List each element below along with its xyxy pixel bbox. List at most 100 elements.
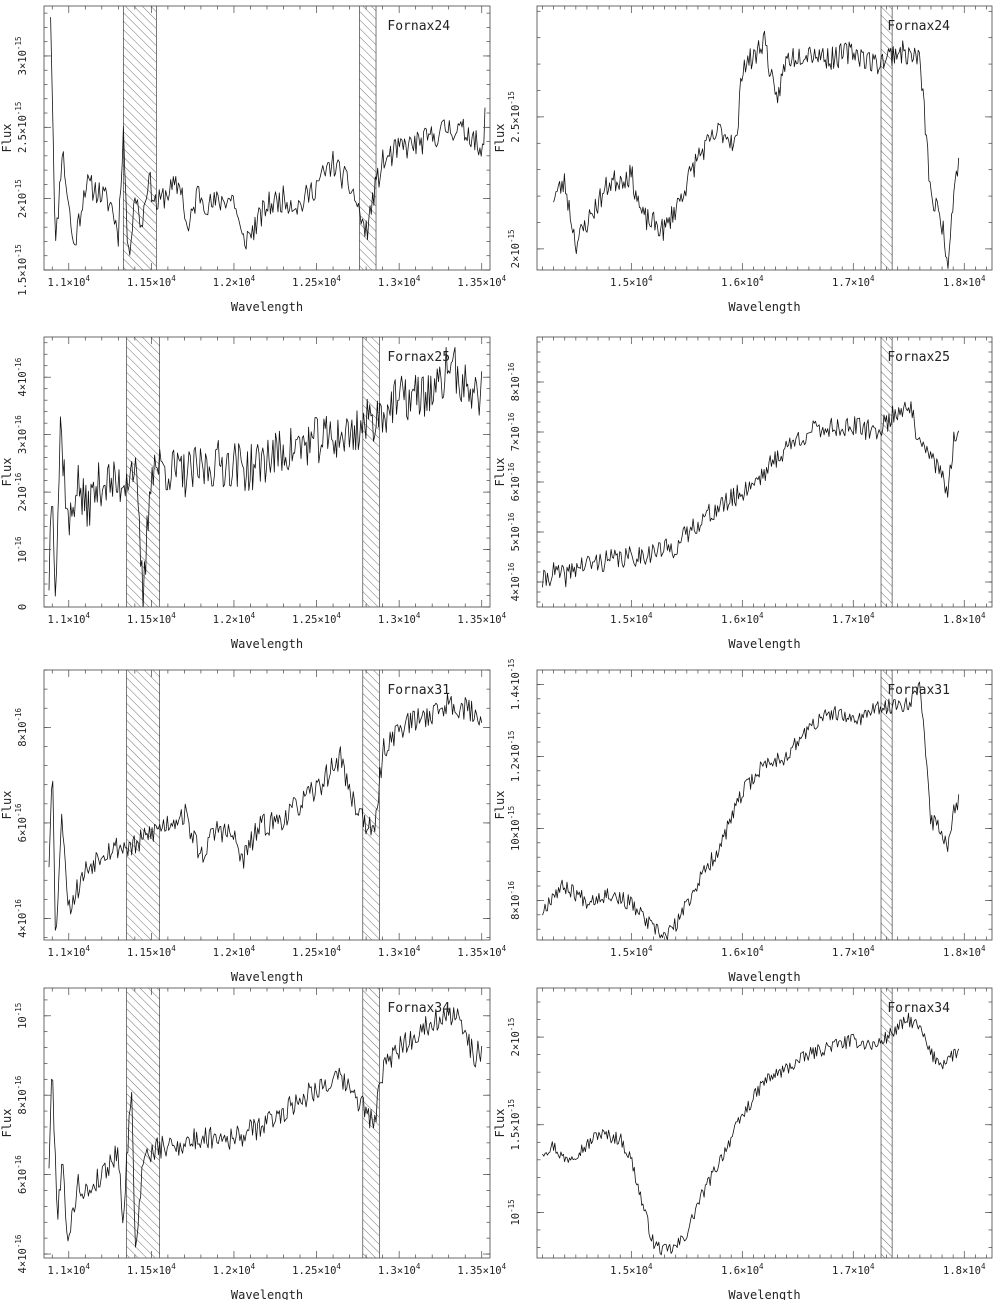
object-label: Fornax25 bbox=[887, 350, 950, 365]
x-axis-label: Wavelength bbox=[231, 300, 303, 314]
spectrum-line bbox=[542, 681, 960, 940]
y-tick-label: 2.5×10-15 bbox=[14, 102, 29, 153]
plot-frame bbox=[536, 987, 993, 1259]
spectrum-line bbox=[48, 693, 483, 931]
x-tick-label: 1.7×104 bbox=[832, 611, 875, 626]
x-tick-label: 1.6×104 bbox=[721, 944, 764, 959]
masked-region bbox=[362, 337, 380, 607]
x-tick-label: 1.3×104 bbox=[378, 944, 421, 959]
x-tick-label: 1.35×104 bbox=[457, 944, 506, 959]
x-tick-label: 1.7×104 bbox=[832, 944, 875, 959]
x-tick-label: 1.25×104 bbox=[292, 1262, 341, 1277]
spectrum-line bbox=[542, 1012, 960, 1256]
y-tick-label: 2×10-15 bbox=[507, 1018, 522, 1057]
x-tick-label: 1.2×104 bbox=[213, 1262, 256, 1277]
masked-region bbox=[362, 988, 380, 1258]
x-axis-label: Wavelength bbox=[728, 300, 800, 314]
y-tick-label: 1.5×10-15 bbox=[14, 244, 29, 295]
object-label: Fornax34 bbox=[887, 1001, 950, 1016]
y-tick-label: 10-16 bbox=[14, 536, 29, 563]
y-tick-label: 3×10-15 bbox=[14, 37, 29, 76]
x-axis-label: Wavelength bbox=[231, 970, 303, 984]
x-tick-label: 1.3×104 bbox=[378, 611, 421, 626]
y-tick-label: 10×10-15 bbox=[507, 806, 522, 851]
spectrum-line bbox=[542, 401, 960, 588]
x-tick-label: 1.2×104 bbox=[213, 274, 256, 289]
x-tick-label: 1.6×104 bbox=[721, 274, 764, 289]
masked-region bbox=[881, 670, 893, 940]
x-tick-label: 1.25×104 bbox=[292, 944, 341, 959]
x-tick-label: 1.8×104 bbox=[943, 944, 986, 959]
x-tick-label: 1.7×104 bbox=[832, 1262, 875, 1277]
x-tick-label: 1.1×104 bbox=[48, 1262, 91, 1277]
y-tick-label: 2×10-15 bbox=[14, 179, 29, 218]
plot-frame bbox=[536, 5, 993, 271]
masked-region bbox=[881, 6, 893, 270]
x-axis-label: Wavelength bbox=[231, 1288, 303, 1300]
spectrum-line bbox=[48, 346, 483, 607]
spectrum-panel-fornax25-h: 1.5×104 1.6×104 1.7×104 1.8×104 4×10-16 5×10-… bbox=[493, 336, 993, 651]
x-tick-label: 1.25×104 bbox=[292, 611, 341, 626]
y-tick-label: 8×10-16 bbox=[14, 707, 29, 746]
spectrum-panel-fornax31-j: 1.1×104 1.15×104 1.2×104 1.25×104 1.3×104 1.3… bbox=[0, 669, 507, 984]
spectrum-line bbox=[50, 17, 486, 256]
y-axis-label: Flux bbox=[493, 124, 507, 153]
x-tick-label: 1.3×104 bbox=[378, 1262, 421, 1277]
object-label: Fornax31 bbox=[887, 683, 950, 698]
x-axis-label: Wavelength bbox=[728, 1288, 800, 1300]
x-tick-label: 1.1×104 bbox=[48, 944, 91, 959]
object-label: Fornax24 bbox=[387, 19, 450, 34]
spectrum-panel-fornax25-j: 1.1×104 1.15×104 1.2×104 1.25×104 1.3×104 1.3… bbox=[0, 336, 507, 651]
x-axis-label: Wavelength bbox=[728, 637, 800, 651]
x-tick-label: 1.35×104 bbox=[457, 274, 506, 289]
y-axis-label: Flux bbox=[0, 791, 14, 820]
x-tick-label: 1.2×104 bbox=[213, 944, 256, 959]
object-label: Fornax31 bbox=[387, 683, 450, 698]
spectrum-panel-fornax24-j: 1.1×104 1.15×104 1.2×104 1.25×104 1.3×104 1.3… bbox=[0, 5, 507, 314]
masked-region bbox=[126, 670, 160, 940]
y-axis-label: Flux bbox=[493, 1109, 507, 1138]
x-tick-label: 1.15×104 bbox=[127, 944, 176, 959]
masked-region bbox=[126, 988, 160, 1258]
x-axis-label: Wavelength bbox=[231, 637, 303, 651]
object-label: Fornax25 bbox=[387, 350, 450, 365]
y-tick-label: 1.5×10-15 bbox=[507, 1099, 522, 1150]
x-tick-label: 1.3×104 bbox=[378, 274, 421, 289]
y-axis-label: Flux bbox=[0, 458, 14, 487]
x-tick-label: 1.8×104 bbox=[943, 274, 986, 289]
y-axis-label: Flux bbox=[0, 124, 14, 153]
y-tick-label: 5×10-16 bbox=[507, 512, 522, 551]
spectrum-line bbox=[48, 1004, 483, 1248]
y-tick-label: 0 bbox=[17, 604, 29, 610]
x-axis-label: Wavelength bbox=[728, 970, 800, 984]
masked-region bbox=[881, 337, 893, 607]
spectrum-panel-fornax24-h: 1.5×104 1.6×104 1.7×104 1.8×104 2×10-15 2.5×1… bbox=[493, 5, 993, 314]
object-label: Fornax24 bbox=[887, 19, 950, 34]
x-tick-label: 1.35×104 bbox=[457, 611, 506, 626]
y-axis-label: Flux bbox=[493, 791, 507, 820]
x-tick-label: 1.5×104 bbox=[610, 611, 653, 626]
x-tick-label: 1.25×104 bbox=[292, 274, 341, 289]
spectrum-panel-fornax34-h: 1.5×104 1.6×104 1.7×104 1.8×104 10-15 1.5×10-… bbox=[493, 987, 993, 1300]
y-tick-label: 2×10-16 bbox=[14, 472, 29, 511]
x-tick-label: 1.6×104 bbox=[721, 611, 764, 626]
x-tick-label: 1.5×104 bbox=[610, 1262, 653, 1277]
y-tick-label: 2×10-15 bbox=[507, 229, 522, 268]
y-tick-label: 7×10-16 bbox=[507, 412, 522, 451]
y-axis-label: Flux bbox=[493, 458, 507, 487]
x-tick-label: 1.5×104 bbox=[610, 944, 653, 959]
spectrum-panel-fornax34-j: 1.1×104 1.15×104 1.2×104 1.25×104 1.3×104 1.3… bbox=[0, 987, 507, 1300]
y-tick-label: 10-15 bbox=[14, 1003, 29, 1029]
masked-region bbox=[126, 337, 160, 607]
y-tick-label: 3×10-16 bbox=[14, 415, 29, 454]
x-tick-label: 1.15×104 bbox=[127, 611, 176, 626]
y-tick-label: 6×10-16 bbox=[14, 1155, 29, 1194]
masked-region bbox=[362, 670, 380, 940]
x-tick-label: 1.15×104 bbox=[127, 274, 176, 289]
y-tick-label: 8×10-16 bbox=[507, 880, 522, 919]
y-axis-label: Flux bbox=[0, 1109, 14, 1138]
y-tick-label: 1.2×10-15 bbox=[507, 731, 522, 782]
y-tick-label: 4×10-16 bbox=[14, 357, 29, 396]
masked-region bbox=[881, 988, 893, 1258]
x-tick-label: 1.15×104 bbox=[127, 1262, 176, 1277]
